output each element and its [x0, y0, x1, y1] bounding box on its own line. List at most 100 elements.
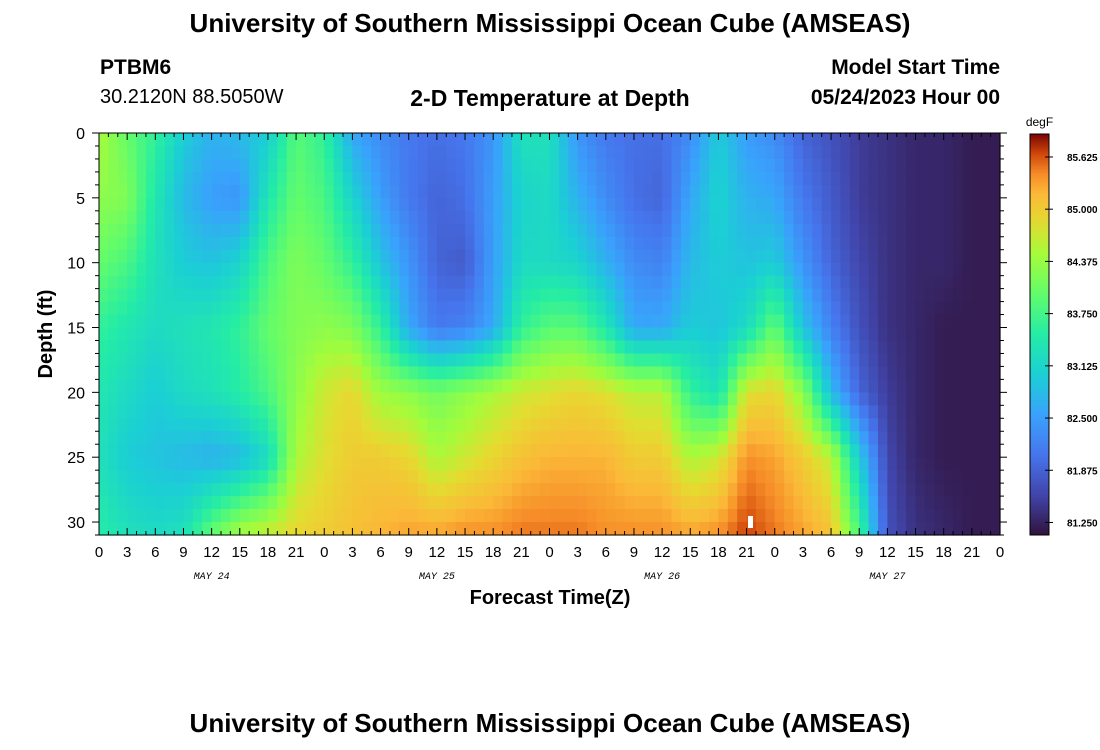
heatmap-cell — [230, 327, 241, 342]
heatmap-cell — [155, 314, 166, 329]
heatmap-cell — [587, 133, 598, 147]
heatmap-cell — [267, 431, 278, 445]
heatmap-cell — [427, 379, 438, 393]
heatmap-cell — [577, 171, 588, 186]
heatmap-cell — [868, 145, 879, 160]
heatmap-cell — [981, 197, 992, 212]
heatmap-cell — [587, 249, 598, 264]
heatmap-cell — [680, 379, 691, 393]
heatmap-cell — [558, 470, 569, 484]
heatmap-cell — [408, 314, 419, 329]
heatmap-cell — [380, 483, 391, 497]
heatmap-cell — [737, 327, 748, 342]
heatmap-cell — [709, 522, 720, 536]
heatmap-cell — [802, 288, 813, 303]
y-tick-label: 0 — [76, 126, 85, 143]
heatmap-cell — [859, 366, 870, 380]
heatmap-cell — [671, 236, 682, 251]
heatmap-cell — [605, 509, 616, 523]
heatmap-cell — [145, 171, 156, 186]
heatmap-cell — [192, 171, 203, 186]
heatmap-cell — [465, 223, 476, 238]
heatmap-cell — [765, 353, 776, 368]
heatmap-cell — [408, 145, 419, 160]
heatmap-cell — [643, 314, 654, 329]
heatmap-cell — [662, 249, 673, 264]
heatmap-cell — [596, 223, 607, 238]
heatmap-cell — [99, 496, 109, 510]
heatmap-cell — [558, 418, 569, 432]
heatmap-cell — [690, 314, 701, 329]
heatmap-cell — [174, 249, 185, 264]
heatmap-cell — [774, 158, 785, 173]
heatmap-cell — [314, 249, 325, 264]
heatmap-cell — [389, 184, 400, 199]
heatmap-cell — [296, 249, 307, 264]
heatmap-cell — [436, 158, 447, 173]
heatmap-cell — [296, 496, 307, 510]
heatmap-cell — [671, 444, 682, 458]
heatmap-cell — [493, 145, 504, 160]
heatmap-cell — [615, 288, 626, 303]
heatmap-cell — [127, 353, 138, 368]
heatmap-cell — [765, 379, 776, 393]
heatmap-cell — [596, 262, 607, 277]
heatmap-cell — [427, 158, 438, 173]
heatmap-cell — [296, 522, 307, 536]
heatmap-cell — [371, 483, 382, 497]
heatmap-cell — [906, 496, 917, 510]
heatmap-cell — [596, 158, 607, 173]
heatmap-cell — [446, 496, 457, 510]
heatmap-cell — [493, 314, 504, 329]
heatmap-cell — [540, 366, 551, 380]
heatmap-cell — [314, 392, 325, 406]
x-tick-label: 6 — [827, 544, 835, 561]
heatmap-cell — [953, 509, 964, 523]
heatmap-cell — [615, 197, 626, 212]
heatmap-cell — [192, 496, 203, 510]
heatmap-cell — [877, 158, 888, 173]
heatmap-cell — [343, 301, 354, 316]
heatmap-cell — [436, 301, 447, 316]
heatmap-cell — [924, 249, 935, 264]
heatmap-cell — [746, 327, 757, 342]
heatmap-cell — [361, 327, 372, 342]
heatmap-cell — [530, 197, 541, 212]
heatmap-cell — [887, 340, 898, 355]
heatmap-cell — [324, 405, 335, 419]
heatmap-cell — [765, 184, 776, 199]
heatmap-cell — [418, 327, 429, 342]
heatmap-cell — [174, 133, 185, 147]
heatmap-cell — [258, 496, 269, 510]
heatmap-cell — [831, 210, 842, 225]
heatmap-cell — [962, 288, 973, 303]
heatmap-cell — [418, 444, 429, 458]
heatmap-cell — [108, 262, 119, 277]
heatmap-cell — [859, 392, 870, 406]
heatmap-cell — [258, 470, 269, 484]
heatmap-cell — [361, 288, 372, 303]
heatmap-cell — [831, 496, 842, 510]
heatmap-cell — [840, 444, 851, 458]
heatmap-cell — [389, 145, 400, 160]
heatmap-cell — [765, 275, 776, 290]
heatmap-cell — [305, 133, 316, 147]
heatmap-cell — [136, 314, 147, 329]
heatmap-cell — [699, 184, 710, 199]
heatmap-cell — [934, 288, 945, 303]
heatmap-cell — [915, 249, 926, 264]
heatmap-cell — [755, 262, 766, 277]
heatmap-cell — [868, 509, 879, 523]
heatmap-cell — [568, 483, 579, 497]
heatmap-cell — [117, 262, 128, 277]
heatmap-cell — [483, 184, 494, 199]
heatmap-cell — [558, 288, 569, 303]
heatmap-cell — [361, 457, 372, 471]
heatmap-cell — [680, 327, 691, 342]
heatmap-cell — [511, 353, 522, 368]
heatmap-cell — [540, 184, 551, 199]
heatmap-cell — [690, 366, 701, 380]
heatmap-cell — [840, 366, 851, 380]
heatmap-cell — [117, 327, 128, 342]
heatmap-cell — [774, 197, 785, 212]
